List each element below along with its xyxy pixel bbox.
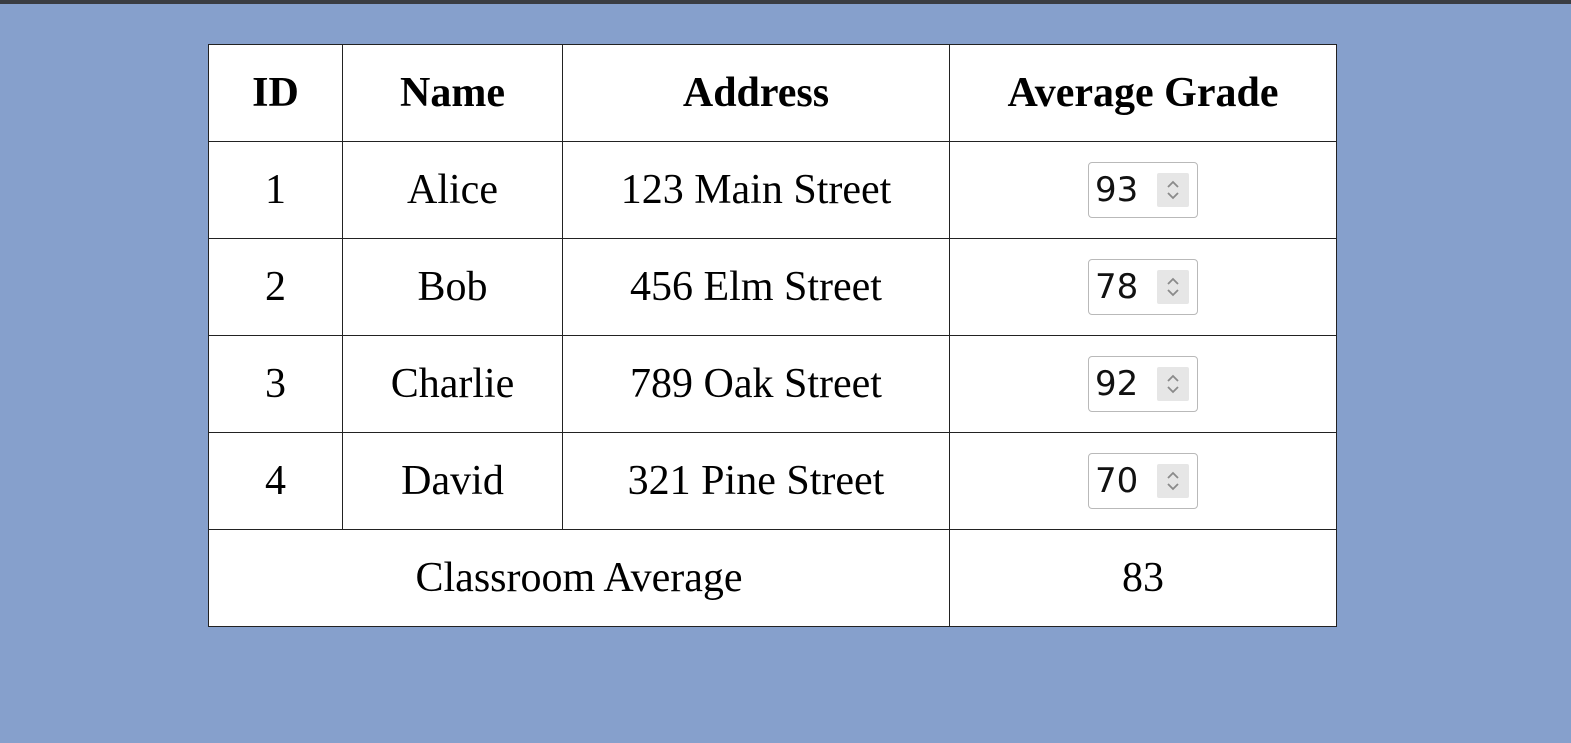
- chevron-up-down-icon[interactable]: [1157, 270, 1189, 304]
- table-row: 2 Bob 456 Elm Street 78: [208, 238, 1337, 336]
- header-row: ID Name Address Average Grade: [208, 44, 1337, 142]
- classroom-average-label: Classroom Average: [208, 529, 950, 627]
- cell-grade: 92: [949, 335, 1337, 433]
- chevron-up-down-icon[interactable]: [1157, 173, 1189, 207]
- grade-value[interactable]: 92: [1095, 364, 1139, 404]
- grade-value[interactable]: 93: [1095, 170, 1139, 210]
- chevron-up-down-icon[interactable]: [1157, 367, 1189, 401]
- cell-address: 123 Main Street: [562, 141, 950, 239]
- cell-grade: 93: [949, 141, 1337, 239]
- cell-id: 4: [208, 432, 343, 530]
- cell-name: Charlie: [342, 335, 563, 433]
- cell-address: 321 Pine Street: [562, 432, 950, 530]
- grade-stepper[interactable]: 93: [1088, 162, 1198, 218]
- footer-row: Classroom Average 83: [208, 529, 1337, 627]
- grade-value[interactable]: 78: [1095, 267, 1139, 307]
- grade-stepper[interactable]: 70: [1088, 453, 1198, 509]
- header-average-grade: Average Grade: [949, 44, 1337, 142]
- header-name: Name: [342, 44, 563, 142]
- header-address: Address: [562, 44, 950, 142]
- window-top-edge: [0, 0, 1571, 4]
- table-row: 3 Charlie 789 Oak Street 92: [208, 335, 1337, 433]
- grade-value[interactable]: 70: [1095, 461, 1139, 501]
- table-row: 4 David 321 Pine Street 70: [208, 432, 1337, 530]
- cell-id: 2: [208, 238, 343, 336]
- cell-name: Alice: [342, 141, 563, 239]
- cell-address: 456 Elm Street: [562, 238, 950, 336]
- chevron-up-down-icon[interactable]: [1157, 464, 1189, 498]
- cell-id: 1: [208, 141, 343, 239]
- cell-name: Bob: [342, 238, 563, 336]
- header-id: ID: [208, 44, 343, 142]
- cell-grade: 78: [949, 238, 1337, 336]
- cell-address: 789 Oak Street: [562, 335, 950, 433]
- cell-grade: 70: [949, 432, 1337, 530]
- grade-stepper[interactable]: 92: [1088, 356, 1198, 412]
- classroom-average-value: 83: [949, 529, 1337, 627]
- student-grades-table: ID Name Address Average Grade 1 Alice 12…: [208, 44, 1337, 627]
- grade-stepper[interactable]: 78: [1088, 259, 1198, 315]
- cell-name: David: [342, 432, 563, 530]
- cell-id: 3: [208, 335, 343, 433]
- table-row: 1 Alice 123 Main Street 93: [208, 141, 1337, 239]
